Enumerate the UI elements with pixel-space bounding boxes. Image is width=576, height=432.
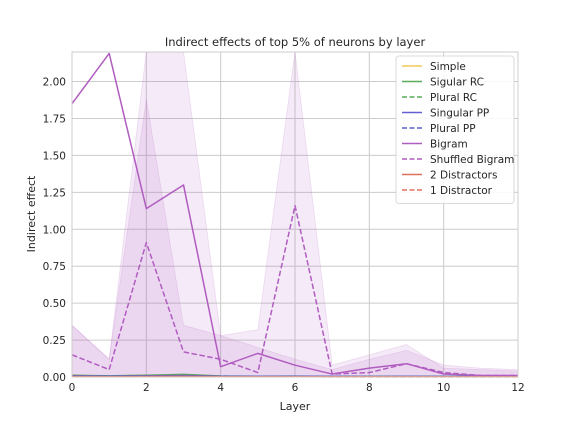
x-tick-label: 8	[366, 382, 373, 394]
legend-label: Sigular RC	[430, 76, 484, 88]
x-tick-label: 12	[511, 382, 524, 394]
legend-label: 1 Distractor	[430, 185, 493, 197]
legend: Simple Sigular RC Plural RC Singular PP Plur…	[395, 55, 515, 204]
plot-frame	[71, 51, 519, 378]
y-axis-label: Indirect effect	[25, 175, 38, 252]
chart-title: Indirect effects of top 5% of neurons by…	[165, 35, 426, 49]
legend-label: Singular PP	[430, 107, 489, 119]
x-axis-label: Layer	[280, 400, 311, 413]
legend-label: Plural RC	[430, 92, 477, 104]
y-tick-label: 2.00	[43, 77, 66, 89]
x-tick-labels: 0 2 4 6 8 10 12	[69, 382, 525, 394]
legend-label: Shuffled Bigram	[430, 154, 514, 166]
y-tick-label: 1.25	[43, 187, 66, 199]
x-tick-label: 4	[217, 382, 224, 394]
y-tick-label: 1.00	[43, 224, 66, 236]
line-series-6	[71, 204, 518, 377]
y-tick-label: 1.50	[43, 150, 66, 162]
legend-label: Plural PP	[430, 123, 476, 135]
legend-box	[395, 55, 515, 204]
x-tick-label: 10	[437, 382, 450, 394]
legend-label: 2 Distractors	[430, 169, 497, 181]
y-tick-label: 0.75	[43, 261, 66, 273]
legend-label: Simple	[430, 61, 466, 73]
legend-label: Bigram	[430, 138, 468, 150]
y-tick-labels: 0.00 0.25 0.50 0.75 1.00 1.25 1.50 1.75 2.00	[43, 77, 66, 384]
x-tick-label: 2	[143, 382, 150, 394]
y-tick-label: 0.25	[43, 335, 66, 347]
y-tick-label: 0.00	[43, 372, 66, 384]
x-tick-label: 0	[69, 382, 76, 394]
x-tick-label: 6	[292, 382, 299, 394]
line-series-5	[71, 52, 518, 377]
y-tick-label: 1.75	[43, 113, 66, 125]
y-tick-label: 0.50	[43, 298, 66, 310]
